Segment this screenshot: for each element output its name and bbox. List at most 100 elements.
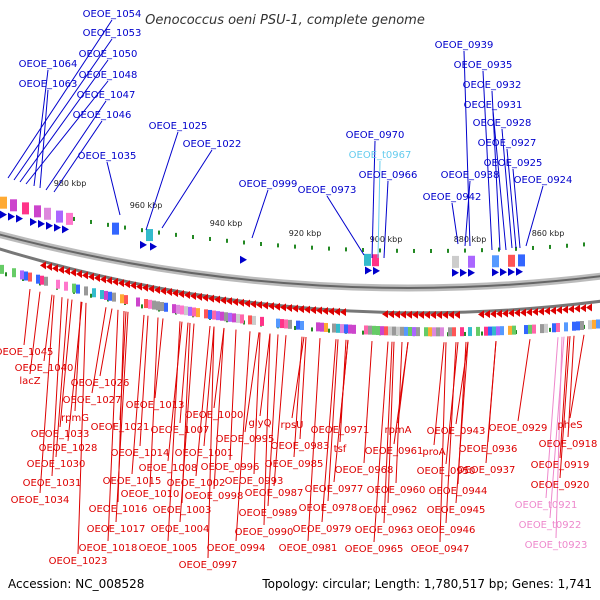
gene-label[interactable]: OEOE_0943 xyxy=(427,426,486,437)
gene-label[interactable]: OEOE_1040 xyxy=(15,363,74,374)
gene-label[interactable]: OEOE_0971 xyxy=(311,425,370,436)
gene-label[interactable]: OEOE_1010 xyxy=(121,489,180,500)
gene-label[interactable]: OEOE_0944 xyxy=(429,486,488,497)
tick-mark xyxy=(90,219,92,224)
gene-label[interactable]: OEOE_t0922 xyxy=(519,520,582,531)
gene-label[interactable]: OEOE_t0923 xyxy=(525,540,588,551)
gene-label[interactable]: OEOE_0989 xyxy=(239,508,298,519)
gene-label[interactable]: OEOE_1027 xyxy=(63,395,122,406)
gene-label[interactable]: OEOE_0978 xyxy=(299,503,358,514)
gene-label[interactable]: OEOE_0995 xyxy=(216,434,275,445)
gene-label[interactable]: OEOE_1005 xyxy=(139,543,198,554)
gene-label[interactable]: OEOE_0962 xyxy=(359,505,418,516)
gene-label[interactable]: OEOE_1023 xyxy=(49,556,108,567)
reverse-gene-arrow xyxy=(568,305,574,314)
gene-label[interactable]: OEOE_0983 xyxy=(271,441,330,452)
gene-label[interactable]: OEOE_0946 xyxy=(417,525,476,536)
gene-label[interactable]: OEOE_0925 xyxy=(484,158,543,169)
gene-label[interactable]: OEOE_1031 xyxy=(23,478,82,489)
gene-label[interactable]: OEOE_0939 xyxy=(435,40,494,51)
gene-label[interactable]: OEOE_1025 xyxy=(149,121,208,132)
gene-label[interactable]: OEOE_1035 xyxy=(78,151,137,162)
gene-label[interactable]: OEOE_0998 xyxy=(185,491,244,502)
gene-label[interactable]: OEOE_0999 xyxy=(239,179,298,190)
gene-label[interactable]: OEOE_0935 xyxy=(454,60,513,71)
gene-label[interactable]: rpmG xyxy=(61,413,89,424)
gene-label[interactable]: OEOE_1034 xyxy=(11,495,70,506)
gene-label[interactable]: OEOE_1003 xyxy=(153,505,212,516)
gene-label[interactable]: OEOE_1018 xyxy=(79,543,138,554)
gene-label[interactable]: OEOE_0966 xyxy=(359,170,418,181)
gene-label[interactable]: OEOE_0970 xyxy=(346,130,405,141)
gene-label[interactable]: OEOE_1016 xyxy=(89,504,148,515)
gene-label[interactable]: OEOE_0919 xyxy=(531,460,590,471)
gene-label[interactable]: OEOE_1046 xyxy=(73,110,132,121)
gene-label[interactable]: OEOE_0977 xyxy=(305,484,364,495)
gene-label[interactable]: OEOE_0918 xyxy=(539,439,598,450)
gene-label[interactable]: OEOE_1007 xyxy=(151,425,210,436)
gene-label[interactable]: OEOE_1015 xyxy=(103,476,162,487)
gene-label[interactable]: OEOE_0968 xyxy=(335,465,394,476)
gene-label[interactable]: OEOE_0932 xyxy=(463,80,522,91)
gene-label[interactable]: OEOE_1021 xyxy=(91,422,150,433)
gene-label[interactable]: OEOE_0950 xyxy=(417,466,476,477)
gene-label[interactable]: OEOE_t0967 xyxy=(349,150,412,161)
gene-label[interactable]: OEOE_0931 xyxy=(464,100,523,111)
gene-label[interactable]: OEOE_0987 xyxy=(245,488,304,499)
gene-label[interactable]: OEOE_1013 xyxy=(126,400,185,411)
gene-label[interactable]: OEOE_0981 xyxy=(279,543,338,554)
gene-label[interactable]: OEOE_1063 xyxy=(19,79,78,90)
gene-label[interactable]: OEOE_0920 xyxy=(531,480,590,491)
gene-label[interactable]: OEOE_0996 xyxy=(201,462,260,473)
gene-label[interactable]: OEOE_0965 xyxy=(345,544,404,555)
gene-label[interactable]: OEOE_t0921 xyxy=(515,500,578,511)
gene-label[interactable]: tsf xyxy=(334,444,347,455)
gene-label[interactable]: OEOE_0979 xyxy=(293,524,352,535)
gene-label[interactable]: OEOE_1064 xyxy=(19,59,78,70)
gene-label[interactable]: OEOE_0961 xyxy=(365,446,424,457)
gene-label[interactable]: OEOE_1028 xyxy=(39,443,98,454)
gene-label[interactable]: OEOE_1000 xyxy=(185,410,244,421)
gene-label[interactable]: OEOE_1014 xyxy=(111,448,170,459)
gene-label[interactable]: OEOE_0985 xyxy=(265,459,324,470)
gene-label[interactable]: OEOE_0927 xyxy=(478,138,537,149)
gene-label[interactable]: OEOE_1017 xyxy=(87,524,146,535)
gene-label[interactable]: rpsU xyxy=(281,420,304,431)
gene-label[interactable]: OEOE_0936 xyxy=(459,444,518,455)
gene-label[interactable]: OEOE_0937 xyxy=(457,465,516,476)
gene-label[interactable]: OEOE_0924 xyxy=(514,175,573,186)
gene-label[interactable]: OEOE_0997 xyxy=(179,560,238,571)
gene-label[interactable]: OEOE_1048 xyxy=(79,70,138,81)
gene-label[interactable]: OEOE_1054 xyxy=(83,9,142,20)
gene-label[interactable]: glyQ xyxy=(249,418,272,429)
gene-label[interactable]: OEOE_1008 xyxy=(139,463,198,474)
gene-label[interactable]: OEOE_0960 xyxy=(367,485,426,496)
gene-label[interactable]: pheS xyxy=(557,420,582,431)
gene-label[interactable]: OEOE_1026 xyxy=(71,378,130,389)
gene-label[interactable]: OEOE_0942 xyxy=(423,192,482,203)
gene-label[interactable]: OEOE_0945 xyxy=(427,505,486,516)
gene-label[interactable]: OEOE_1045 xyxy=(0,347,53,358)
gene-label[interactable]: OEOE_0994 xyxy=(207,543,266,554)
gene-label[interactable]: OEOE_0938 xyxy=(441,170,500,181)
gene-label[interactable]: OEOE_0990 xyxy=(235,527,294,538)
gene-label[interactable]: lacZ xyxy=(19,376,40,387)
gene-label[interactable]: OEOE_0929 xyxy=(489,423,548,434)
gene-label[interactable]: OEOE_1053 xyxy=(83,28,142,39)
gene-label[interactable]: OEOE_1030 xyxy=(27,459,86,470)
gene-label[interactable]: rpmA xyxy=(384,425,411,436)
gene-label[interactable]: OEOE_1004 xyxy=(151,524,210,535)
gene-label[interactable]: OEOE_1033 xyxy=(31,429,90,440)
gene-label[interactable]: OEOE_1047 xyxy=(77,90,136,101)
gene-label[interactable]: OEOE_0973 xyxy=(298,185,357,196)
gene-label[interactable]: OEOE_1001 xyxy=(175,448,234,459)
gene-label[interactable]: OEOE_0993 xyxy=(225,476,284,487)
feature-block xyxy=(248,315,252,325)
gene-label[interactable]: OEOE_0947 xyxy=(411,544,470,555)
gene-label[interactable]: OEOE_0928 xyxy=(473,118,532,129)
gene-label[interactable]: OEOE_1002 xyxy=(167,478,226,489)
gene-label[interactable]: OEOE_1050 xyxy=(79,49,138,60)
gene-label[interactable]: OEOE_1022 xyxy=(183,139,242,150)
gene-label[interactable]: OEOE_0963 xyxy=(355,525,414,536)
gene-label[interactable]: proA xyxy=(422,447,445,458)
